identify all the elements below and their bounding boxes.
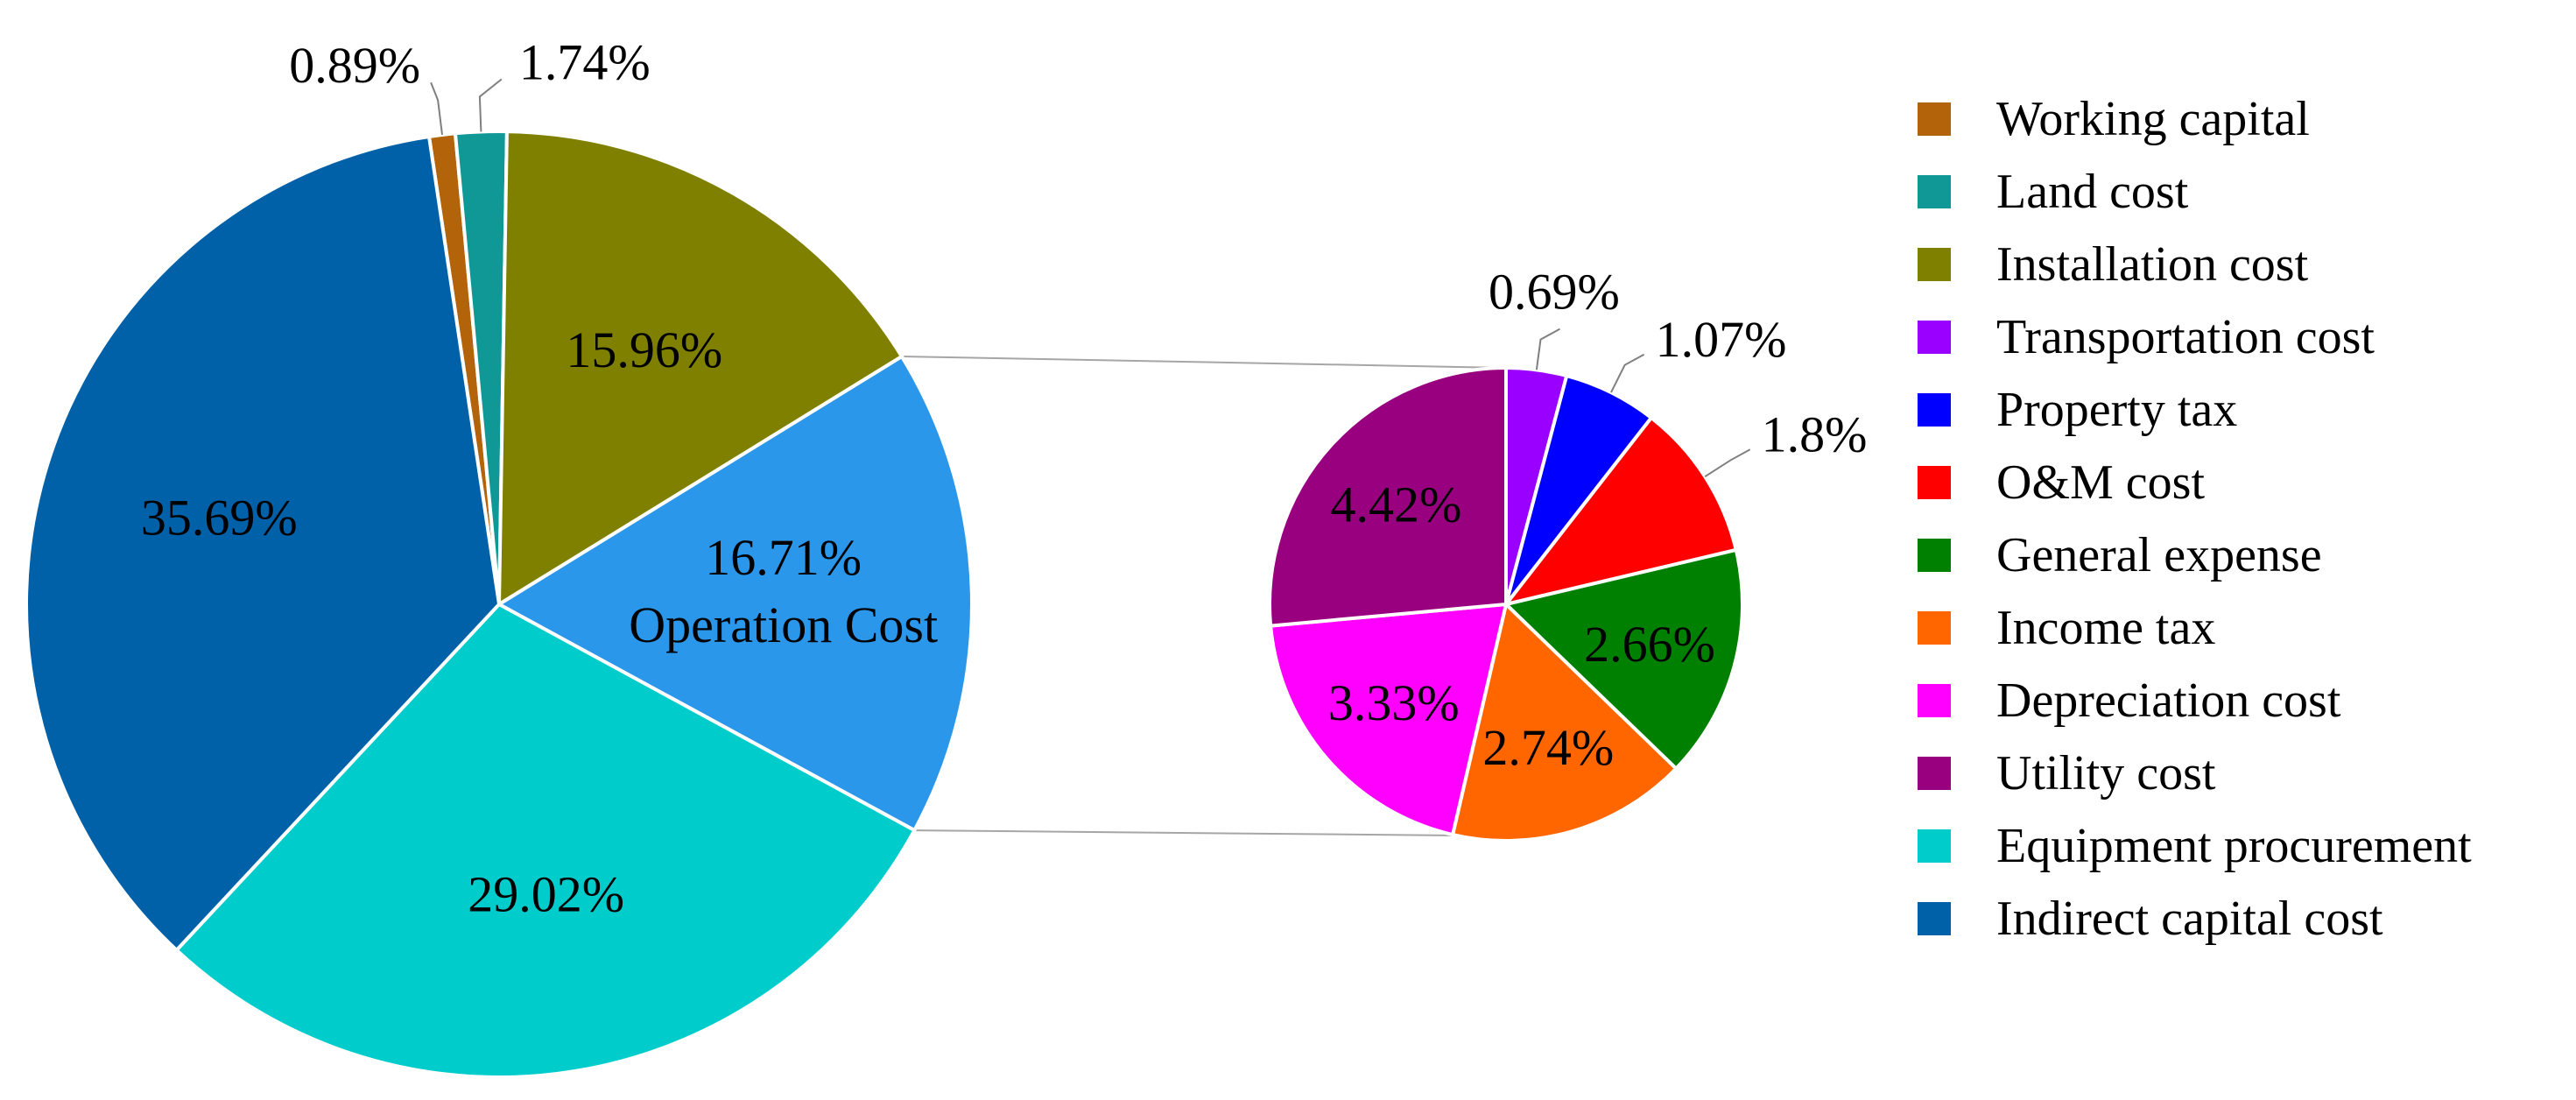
legend-swatch-equipment-procurement: [1918, 829, 1951, 863]
legend-entry-oandm-cost: O&M cost: [1918, 455, 2205, 510]
legend-label-oandm-cost: O&M cost: [1996, 455, 2205, 510]
legend-entry-utility-cost: Utility cost: [1918, 746, 2216, 800]
legend-entry-transportation-cost: Transportation cost: [1918, 310, 2375, 364]
legend-entry-general-expense: General expense: [1918, 528, 2322, 582]
legend-label-depreciation-cost: Depreciation cost: [1996, 673, 2341, 728]
main-leader-line-working-capital: [430, 81, 443, 136]
legend-label-equipment-procurement: Equipment procurement: [1996, 819, 2472, 873]
sub-data-label-oandm-cost: 1.8%: [1762, 405, 1868, 462]
main-slice-operation-cost: [496, 354, 974, 833]
main-slice-equipment-procurement: [173, 602, 918, 1079]
legend-label-land-cost: Land cost: [1996, 165, 2189, 219]
legend-entry-property-tax: Property tax: [1918, 383, 2237, 437]
legend-label-transportation-cost: Transportation cost: [1996, 310, 2375, 364]
sub-data-label-utility-cost: 4.42%: [1330, 476, 1461, 532]
legend-swatch-transportation-cost: [1918, 321, 1951, 354]
legend-swatch-property-tax: [1918, 393, 1951, 427]
sub-data-label-general-expense: 2.66%: [1584, 616, 1715, 673]
sub-slice-general-expense: [1502, 547, 1744, 772]
main-data-label-operation-cost: 16.71%: [705, 529, 862, 586]
main-data-label-indirect-capital-cost: 35.69%: [141, 490, 298, 546]
main-slice-indirect-capital-cost: [25, 134, 502, 953]
main-leader-line-land-cost: [478, 78, 503, 132]
legend-swatch-general-expense: [1918, 539, 1951, 572]
main-data-label-installation-cost: 15.96%: [566, 321, 722, 378]
legend-label-working-capital: Working capital: [1996, 92, 2310, 146]
legend-swatch-income-tax: [1918, 611, 1951, 645]
main-data-label-land-cost: 1.74%: [519, 33, 651, 90]
sub-pie: [1268, 365, 1744, 843]
main-data-label-working-capital: 0.89%: [289, 37, 420, 94]
legend-swatch-working-capital: [1918, 102, 1951, 136]
sub-data-label-income-tax: 2.74%: [1482, 719, 1614, 776]
sub-leader-line-property-tax: [1610, 353, 1645, 393]
main-pie: [25, 130, 974, 1079]
legend-label-income-tax: Income tax: [1996, 601, 2215, 655]
legend-swatch-utility-cost: [1918, 757, 1951, 790]
sub-slice-utility-cost: [1268, 365, 1508, 628]
connector-lines: [901, 356, 1507, 836]
legend: Working capital Land cost Installation cos…: [1918, 92, 2472, 946]
sub-leader-line-oandm-cost: [1704, 448, 1751, 478]
main-category-label-operation-cost: Operation Cost: [629, 596, 938, 653]
data-labels: 0.89% 1.74% 15.96% 16.71% Operation Cost 29.0…: [141, 33, 1868, 922]
legend-swatch-oandm-cost: [1918, 466, 1951, 499]
legend-entry-land-cost: Land cost: [1918, 165, 2189, 219]
sub-slice-income-tax: [1450, 601, 1679, 843]
legend-label-indirect-capital-cost: Indirect capital cost: [1996, 892, 2383, 946]
sub-slice-depreciation-cost: [1268, 602, 1509, 837]
legend-label-general-expense: General expense: [1996, 528, 2322, 582]
sub-data-label-property-tax: 1.07%: [1656, 311, 1787, 368]
legend-label-installation-cost: Installation cost: [1996, 237, 2309, 292]
connector-line-bottom: [914, 829, 1459, 836]
legend-swatch-indirect-capital-cost: [1918, 902, 1951, 935]
legend-entry-income-tax: Income tax: [1918, 601, 2215, 655]
sub-leader-line-transportation-cost: [1535, 328, 1560, 370]
connector-line-top: [901, 356, 1507, 369]
legend-entry-working-capital: Working capital: [1918, 92, 2310, 146]
legend-swatch-land-cost: [1918, 175, 1951, 208]
sub-data-label-transportation-cost: 0.69%: [1489, 264, 1620, 321]
legend-entry-equipment-procurement: Equipment procurement: [1918, 819, 2472, 873]
sub-data-label-depreciation-cost: 3.33%: [1328, 674, 1460, 731]
main-slice-installation-cost: [496, 130, 904, 608]
legend-swatch-depreciation-cost: [1918, 684, 1951, 717]
main-data-label-equipment-procurement: 29.02%: [468, 865, 624, 922]
legend-label-utility-cost: Utility cost: [1996, 746, 2216, 800]
legend-entry-indirect-capital-cost: Indirect capital cost: [1918, 892, 2383, 946]
legend-entry-installation-cost: Installation cost: [1918, 237, 2309, 292]
legend-label-property-tax: Property tax: [1996, 383, 2237, 437]
legend-entry-depreciation-cost: Depreciation cost: [1918, 673, 2341, 728]
legend-swatch-installation-cost: [1918, 248, 1951, 281]
